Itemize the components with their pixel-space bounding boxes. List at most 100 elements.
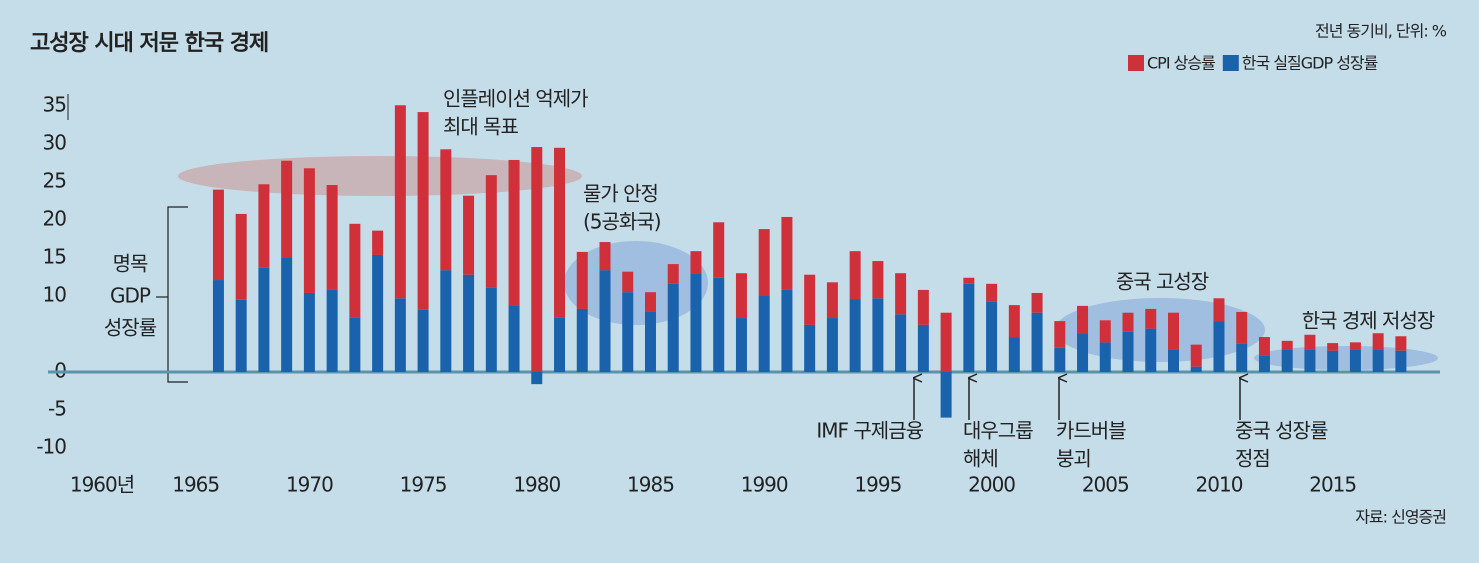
bar	[485, 287, 497, 372]
bar	[804, 274, 816, 325]
bar	[349, 317, 361, 372]
bar	[1349, 349, 1361, 372]
bar	[1372, 349, 1384, 372]
annotation: 붕괴	[1056, 447, 1091, 471]
bracket-label: 성장률	[104, 316, 157, 340]
bar	[826, 318, 838, 372]
bar	[963, 277, 975, 284]
plot: -10-501015202530351960년19651970197519801…	[36, 54, 1440, 497]
bar	[440, 149, 452, 271]
bar	[758, 229, 770, 296]
legend-label: CPI 상승률	[1147, 54, 1215, 73]
bar	[667, 264, 679, 284]
bar	[940, 312, 952, 372]
x-tick-label: 2015	[1309, 473, 1356, 497]
x-tick-label: 1975	[400, 473, 447, 497]
bar	[1145, 328, 1157, 372]
bar	[872, 298, 884, 372]
x-tick-label: 1980	[513, 473, 560, 497]
bar	[735, 318, 747, 372]
x-tick-label: 1995	[854, 473, 901, 497]
bar	[1395, 336, 1407, 351]
x-tick-label: 2005	[1082, 473, 1129, 497]
y-tick-label: 25	[43, 169, 66, 193]
bar	[1213, 321, 1225, 372]
source: 자료: 신영증권	[1355, 508, 1446, 527]
bar	[1145, 308, 1157, 329]
bar	[986, 283, 998, 302]
chart-title: 고성장 시대 저문 한국 경제	[30, 31, 268, 56]
annotation: 정점	[1235, 447, 1270, 471]
bar	[1008, 337, 1020, 372]
annotation: 카드버블	[1056, 419, 1126, 443]
bar	[1122, 312, 1134, 332]
bar	[1077, 334, 1089, 372]
bar	[326, 289, 338, 372]
annotation: 대우그룹	[963, 419, 1033, 443]
bar	[1304, 349, 1316, 372]
bar	[644, 311, 656, 372]
annotation: (5공화국)	[583, 210, 661, 234]
bar	[1281, 349, 1293, 372]
bar	[1349, 342, 1361, 350]
y-tick-label: 20	[43, 207, 67, 231]
bracket	[156, 206, 188, 383]
bar	[417, 112, 429, 310]
legend-swatch	[1222, 55, 1239, 71]
highlight	[1254, 346, 1438, 370]
x-tick-label: 1970	[286, 473, 333, 497]
bar	[895, 273, 907, 315]
annotation: 중국 고성장	[1116, 270, 1209, 294]
y-tick-label: 35	[43, 93, 66, 117]
x-tick-label: 1965	[172, 473, 219, 497]
bar	[622, 292, 634, 372]
bar	[1395, 350, 1407, 372]
bar	[1372, 333, 1384, 350]
bar	[781, 216, 793, 290]
x-tick-label: 1985	[627, 473, 674, 497]
annotation: 최대 목표	[443, 115, 519, 139]
bar	[326, 185, 338, 290]
annotation: IMF 구제금융	[816, 419, 923, 443]
bar	[963, 283, 975, 372]
bar	[372, 254, 384, 372]
annotation: 한국 경제 저성장	[1302, 309, 1435, 333]
bar	[1236, 343, 1248, 372]
bar	[1054, 347, 1066, 372]
bar	[531, 147, 543, 372]
bar	[349, 223, 361, 318]
bar	[667, 283, 679, 372]
bar	[986, 301, 998, 372]
highlight	[178, 156, 582, 196]
bar	[940, 372, 952, 418]
bar	[1258, 337, 1270, 356]
bar	[1031, 312, 1043, 372]
bar	[417, 309, 429, 372]
bracket-label: 명목	[113, 252, 148, 276]
bar	[849, 251, 861, 300]
y-tick-label: -10	[36, 435, 66, 459]
bar	[463, 195, 475, 275]
annotation: 중국 성장률	[1235, 419, 1328, 443]
bar	[463, 274, 475, 372]
bar	[1304, 334, 1316, 350]
bar	[781, 289, 793, 372]
bar	[281, 258, 293, 372]
bar	[1008, 305, 1020, 338]
bar	[622, 271, 634, 293]
bar	[849, 299, 861, 372]
bar	[599, 270, 611, 372]
bar	[804, 324, 816, 372]
y-tick-label: -5	[48, 397, 66, 421]
bar	[440, 270, 452, 372]
bar	[644, 292, 656, 312]
bar	[1054, 321, 1066, 348]
x-tick-label: 1960년	[70, 473, 134, 497]
bracket-label: GDP	[110, 284, 151, 308]
bar	[1327, 343, 1339, 351]
bar	[485, 175, 497, 288]
bar	[394, 105, 406, 299]
bar	[531, 372, 543, 385]
bar	[576, 308, 588, 372]
bar	[1258, 355, 1270, 372]
